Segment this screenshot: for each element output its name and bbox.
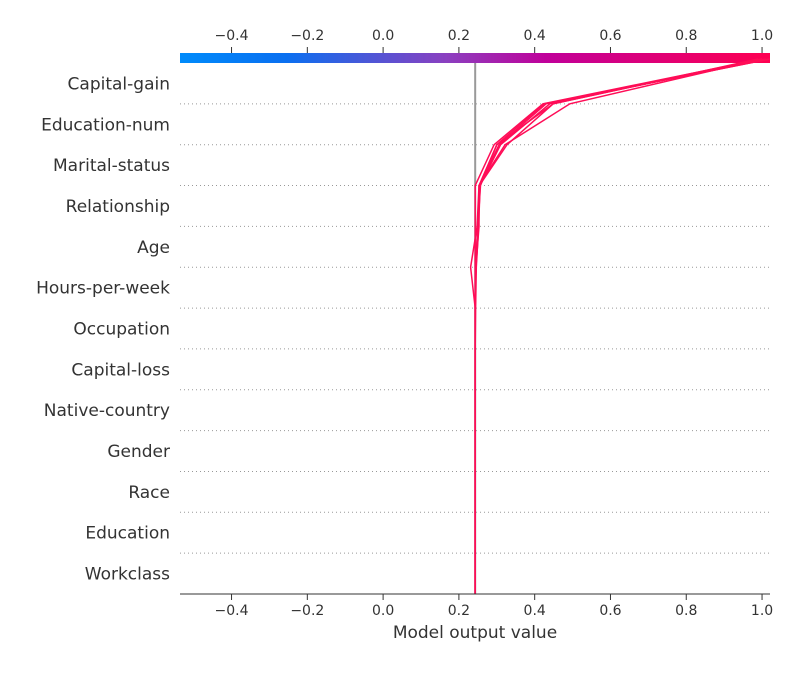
feature-label: Race — [128, 483, 170, 503]
colorbar — [180, 53, 770, 63]
feature-label: Gender — [107, 442, 170, 462]
feature-label: Age — [137, 238, 170, 258]
bottom-tick-label: −0.2 — [290, 603, 324, 619]
feature-label: Workclass — [85, 565, 170, 585]
top-tick-label: −0.4 — [215, 28, 249, 44]
feature-label: Marital-status — [53, 156, 170, 176]
decision-line — [474, 58, 770, 594]
top-tick-label: 0.2 — [448, 28, 470, 44]
top-tick-label: 0.8 — [675, 28, 697, 44]
bottom-tick-label: −0.4 — [215, 603, 249, 619]
bottom-tick-label: 0.8 — [675, 603, 697, 619]
bottom-tick-label: 1.0 — [751, 603, 773, 619]
x-axis-label: Model output value — [393, 623, 557, 643]
decision-line — [474, 58, 763, 594]
decision-line — [474, 58, 763, 594]
top-tick-label: 0.0 — [372, 28, 394, 44]
decision-line — [474, 58, 766, 594]
feature-label: Relationship — [66, 197, 170, 217]
bottom-tick-label: 0.6 — [599, 603, 621, 619]
top-tick-label: 0.6 — [599, 28, 621, 44]
feature-label: Capital-loss — [71, 360, 170, 380]
feature-label: Hours-per-week — [36, 279, 170, 299]
feature-label: Native-country — [44, 401, 170, 421]
decision-line — [474, 58, 763, 594]
feature-label: Occupation — [73, 320, 170, 340]
bottom-tick-label: 0.2 — [448, 603, 470, 619]
bottom-tick-label: 0.0 — [372, 603, 394, 619]
top-tick-label: 0.4 — [524, 28, 546, 44]
bottom-tick-label: 0.4 — [524, 603, 546, 619]
top-tick-label: 1.0 — [751, 28, 773, 44]
feature-label: Education-num — [41, 115, 170, 135]
top-tick-label: −0.2 — [290, 28, 324, 44]
decision-line — [474, 58, 770, 594]
feature-label: Education — [85, 524, 170, 544]
feature-label: Capital-gain — [68, 74, 170, 94]
